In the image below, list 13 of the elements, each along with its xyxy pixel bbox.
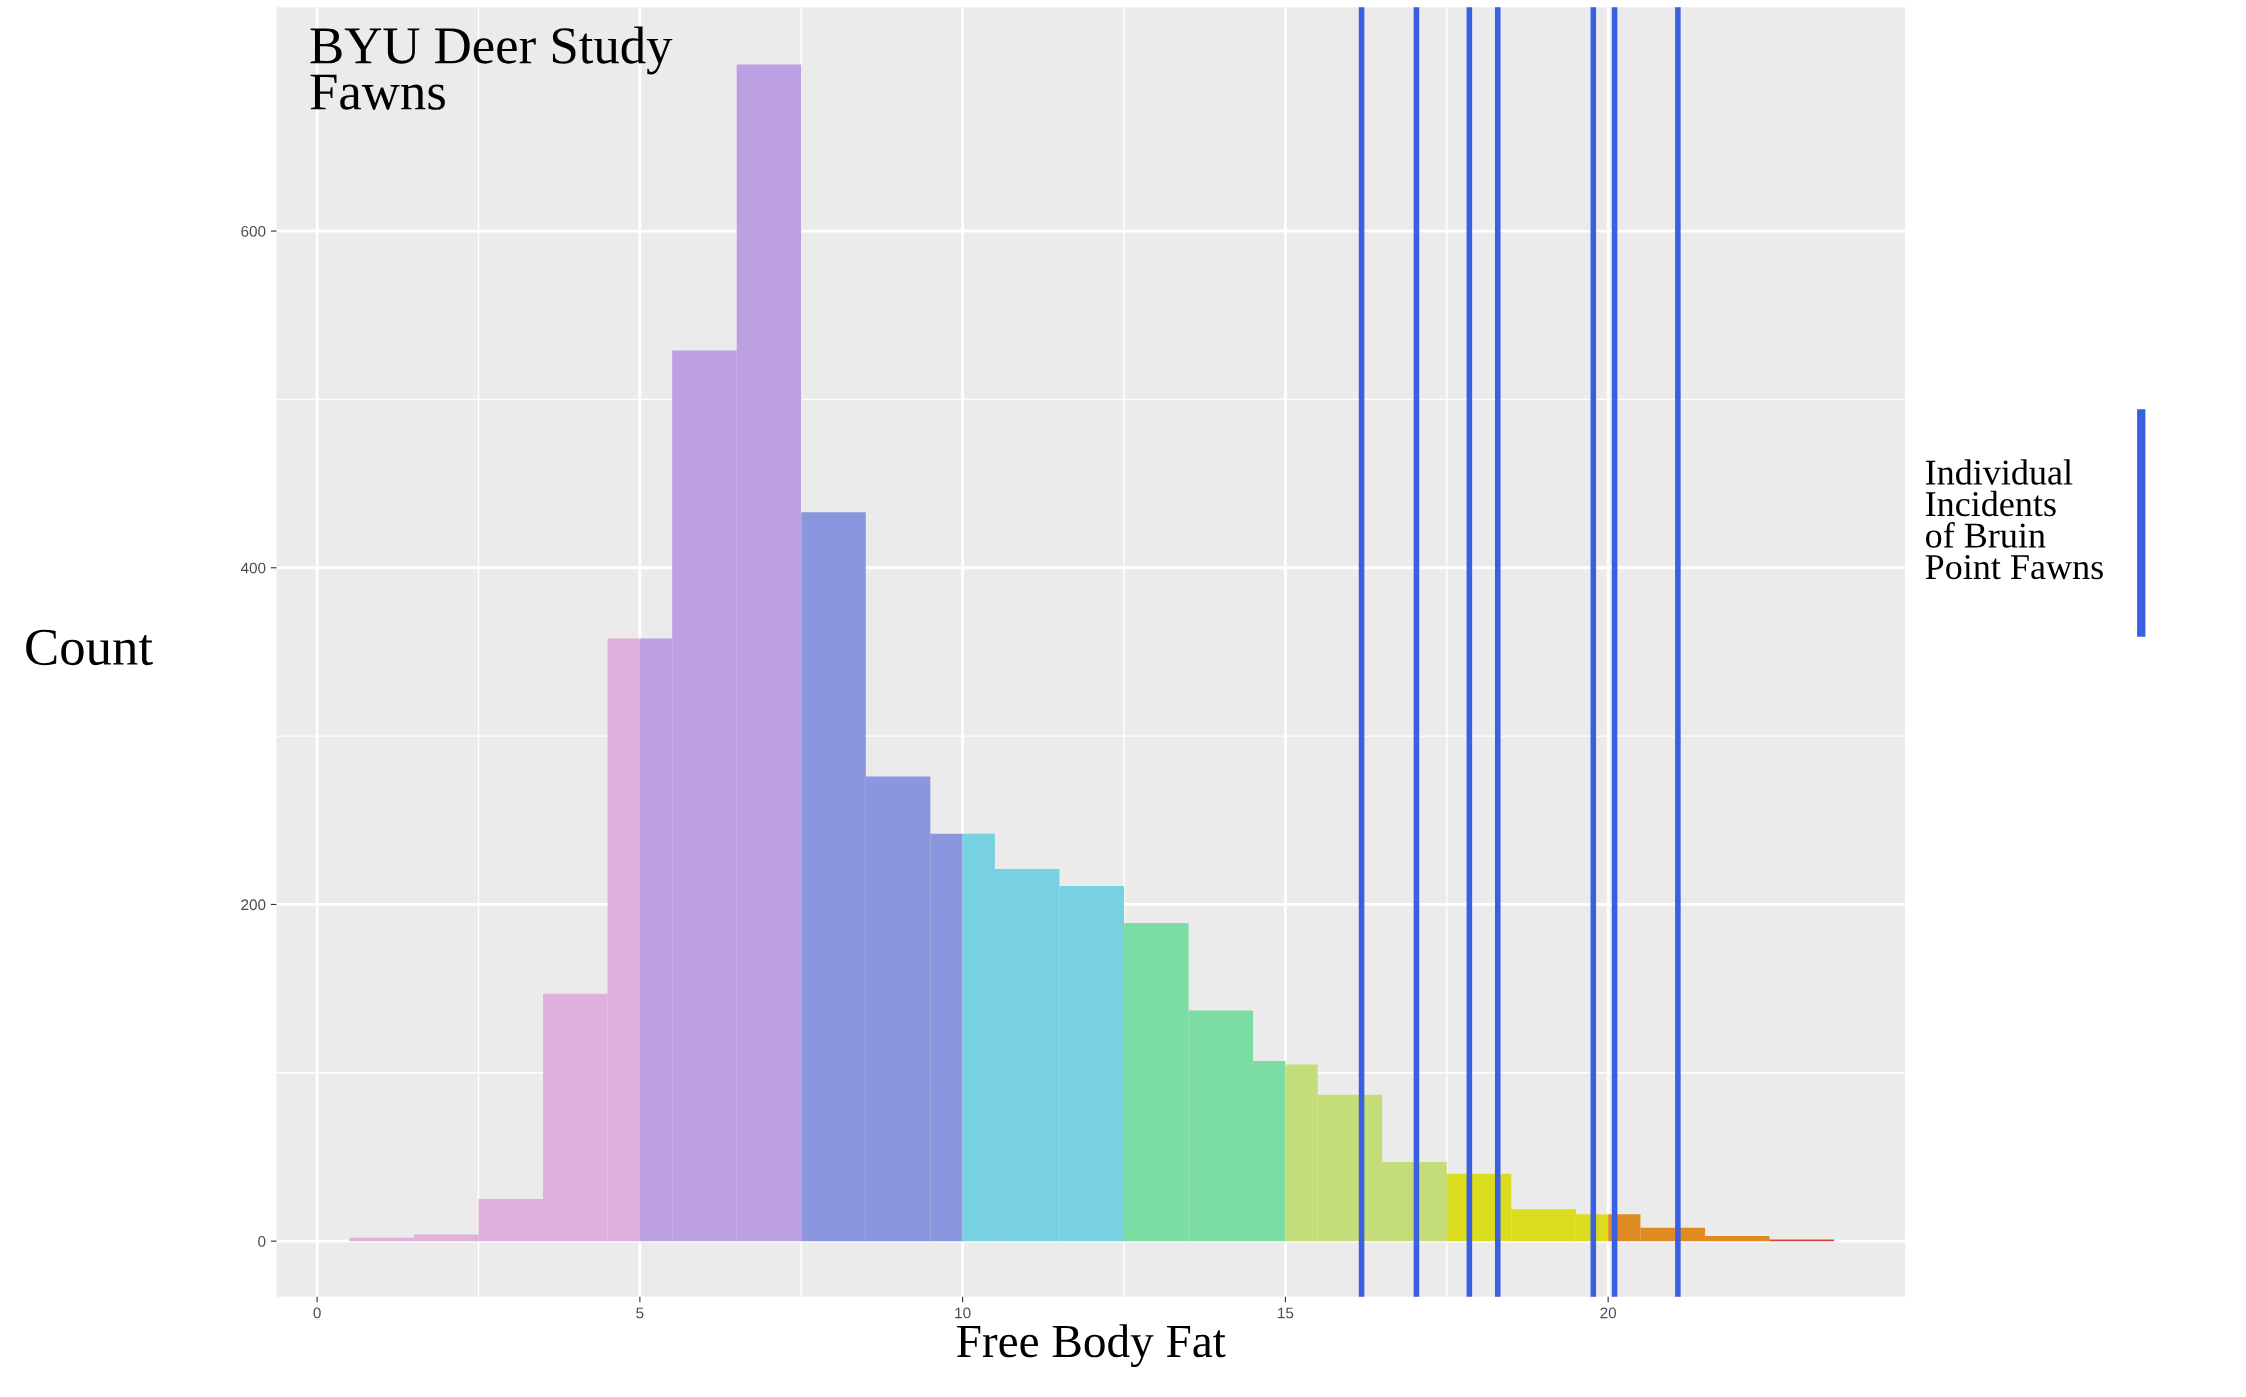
y-axis-title: Count bbox=[26, 629, 153, 666]
x-tick-label: 5 bbox=[636, 1307, 644, 1319]
x-axis-title: Free Body Fat bbox=[957, 1324, 1226, 1368]
text: BYU Deer Study Fawns bbox=[310, 26, 673, 110]
x-tick-label: 10 bbox=[955, 1307, 971, 1319]
text: Individual Incidents of Bruin Point Fawns bbox=[1925, 459, 2103, 580]
x-tick-label: 20 bbox=[1600, 1307, 1617, 1319]
y-tick-label: 0 bbox=[258, 1236, 266, 1247]
y-tick-label: 600 bbox=[241, 225, 266, 237]
y-tick-label: 400 bbox=[240, 562, 266, 574]
x-tick-label: 0 bbox=[313, 1307, 321, 1319]
y-tick-label: 200 bbox=[241, 899, 266, 911]
x-tick-label: 15 bbox=[1278, 1307, 1294, 1319]
